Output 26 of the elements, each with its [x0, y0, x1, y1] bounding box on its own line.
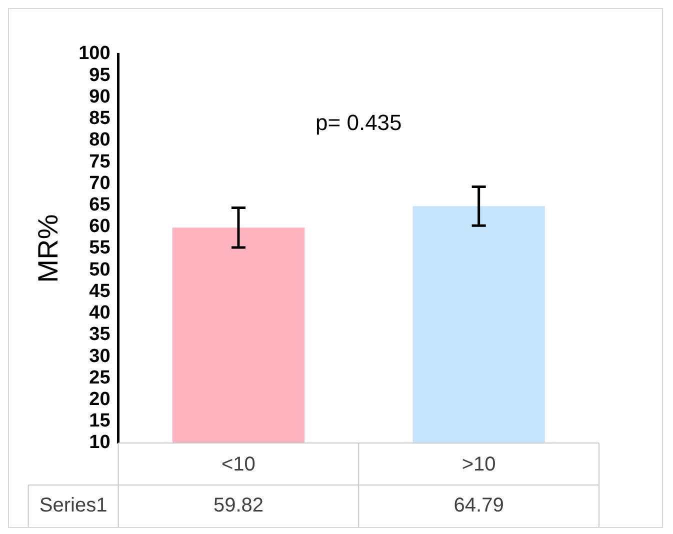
- y-tick-label: 35: [89, 324, 111, 346]
- y-tick-label: 40: [89, 302, 110, 324]
- y-tick-label: 55: [89, 238, 111, 259]
- y-tick-label: 75: [89, 151, 111, 172]
- y-tick-label: 30: [89, 346, 110, 367]
- y-tick-label: 65: [89, 194, 111, 216]
- y-tick-label: 50: [89, 259, 110, 280]
- y-axis-title: MR%: [32, 214, 64, 283]
- y-tick-label: 25: [89, 367, 111, 388]
- x-tick-label: <10: [222, 454, 256, 476]
- y-tick-label: 15: [89, 410, 111, 432]
- text: Series1: [39, 494, 108, 517]
- y-tick-label: 20: [89, 389, 110, 410]
- data-label: 59.82: [213, 494, 264, 517]
- y-tick-label: 95: [89, 64, 111, 86]
- y-tick-label: 60: [89, 216, 110, 238]
- y-tick-label: 10: [89, 432, 110, 454]
- annotation: p= 0.435: [316, 110, 402, 136]
- y-tick-label: 85: [89, 108, 111, 130]
- x-tick-label: >10: [462, 454, 496, 476]
- y-tick-label: 70: [89, 172, 110, 194]
- y-tick-label: 100: [78, 43, 110, 64]
- y-tick-label: 80: [89, 130, 110, 151]
- y-tick-label: 45: [89, 280, 111, 302]
- data-label: 64.79: [454, 494, 504, 517]
- y-tick-label: 90: [89, 86, 110, 108]
